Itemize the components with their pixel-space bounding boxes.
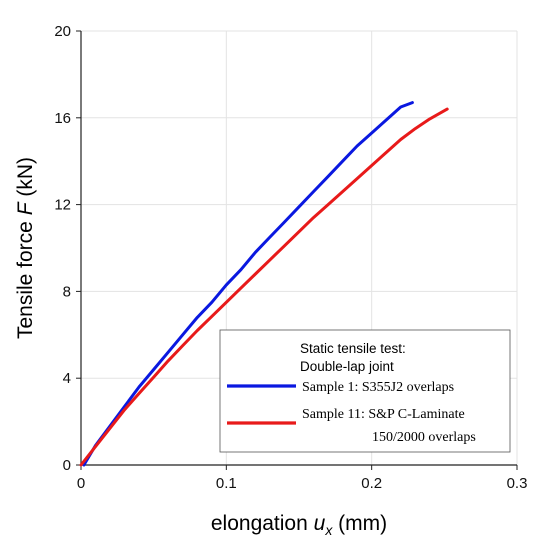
- x-tick-label: 0.2: [361, 475, 382, 492]
- legend: Static tensile test: Double-lap joint Sa…: [219, 329, 511, 453]
- y-tick-label: 16: [54, 110, 71, 127]
- legend-label-sample-11-line-1: Sample 11: S&P C-Laminate: [302, 407, 465, 422]
- legend-title-line-2: Double-lap joint: [300, 359, 394, 374]
- y-tick-label: 20: [54, 23, 71, 40]
- x-tick-label: 0.3: [507, 475, 528, 492]
- axes: [76, 30, 518, 470]
- legend-label-sample-1: Sample 1: S355J2 overlaps: [302, 380, 454, 395]
- legend-title-line-1: Static tensile test:: [300, 341, 406, 356]
- y-tick-label: 4: [63, 370, 71, 387]
- x-tick-label: 0: [77, 475, 85, 492]
- y-tick-label: 0: [63, 457, 71, 474]
- y-axis-title: Tensile force F (kN): [14, 157, 37, 339]
- x-axis-title: elongation ux (mm): [211, 512, 387, 538]
- y-tick-label: 12: [54, 197, 71, 214]
- series-line-sample-1: [82, 101, 414, 467]
- x-tick-label: 0.1: [216, 475, 237, 492]
- tick-labels: 0 0.1 0.2 0.3 0 4 8 12 16 20: [54, 23, 527, 492]
- y-tick-label: 8: [63, 283, 71, 300]
- legend-label-sample-11-line-2: 150/2000 overlaps: [372, 430, 476, 445]
- series-lines: [79, 101, 449, 467]
- series-line-sample-11: [79, 107, 449, 467]
- legend-box: [219, 329, 511, 453]
